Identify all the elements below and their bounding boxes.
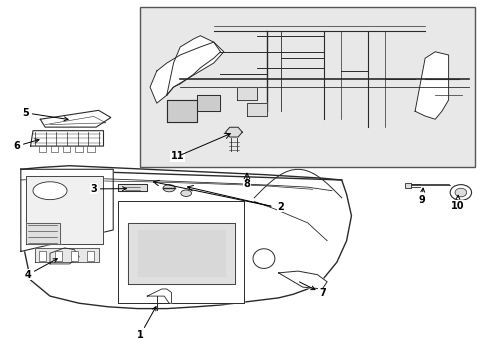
Circle shape: [454, 188, 466, 197]
Polygon shape: [247, 103, 267, 116]
Text: 5: 5: [22, 108, 68, 121]
Polygon shape: [26, 176, 103, 244]
Polygon shape: [118, 202, 244, 303]
Bar: [63, 146, 70, 152]
Text: 10: 10: [450, 195, 463, 211]
Polygon shape: [197, 95, 220, 111]
Bar: [404, 183, 410, 188]
Bar: [71, 251, 78, 261]
Polygon shape: [278, 271, 326, 289]
Polygon shape: [30, 131, 103, 146]
Polygon shape: [40, 111, 111, 127]
Text: 6: 6: [14, 139, 39, 151]
Bar: [87, 146, 95, 152]
Text: 11: 11: [170, 152, 184, 161]
Polygon shape: [147, 289, 171, 303]
Polygon shape: [414, 52, 447, 119]
Text: 4: 4: [25, 259, 57, 280]
Text: 3: 3: [90, 184, 126, 194]
Polygon shape: [150, 42, 224, 103]
Text: 8: 8: [243, 179, 250, 189]
Polygon shape: [237, 87, 257, 100]
Circle shape: [449, 185, 470, 201]
Polygon shape: [21, 169, 351, 309]
Text: 9: 9: [418, 188, 425, 205]
Bar: [87, 251, 94, 261]
Bar: [39, 146, 46, 152]
Ellipse shape: [33, 182, 67, 200]
Polygon shape: [225, 127, 242, 137]
Text: 1: 1: [136, 307, 156, 341]
Polygon shape: [127, 223, 234, 284]
Text: 7: 7: [299, 282, 325, 298]
Polygon shape: [166, 36, 220, 95]
Bar: [51, 146, 58, 152]
Ellipse shape: [181, 190, 191, 197]
Text: 2: 2: [277, 202, 284, 212]
Polygon shape: [166, 100, 197, 122]
Polygon shape: [26, 223, 60, 244]
Bar: [140, 7, 474, 167]
Bar: [39, 251, 45, 261]
Polygon shape: [137, 230, 224, 276]
Ellipse shape: [252, 249, 274, 269]
Polygon shape: [118, 184, 147, 192]
Bar: [55, 251, 61, 261]
Bar: [75, 146, 82, 152]
Polygon shape: [50, 248, 79, 264]
Ellipse shape: [163, 185, 175, 192]
Polygon shape: [21, 169, 113, 251]
Polygon shape: [35, 248, 99, 262]
